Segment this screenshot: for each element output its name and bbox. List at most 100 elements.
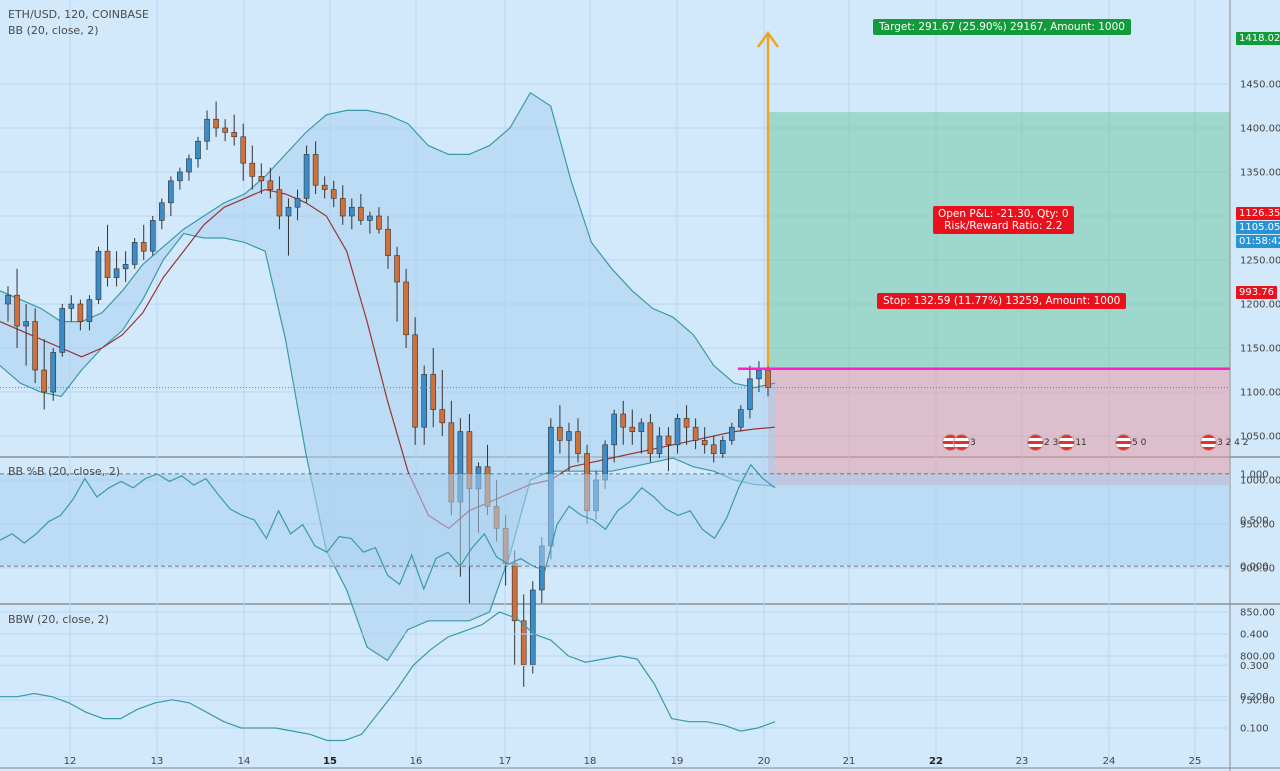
candle-body [95, 250, 102, 300]
candle-body [367, 215, 373, 221]
candle-body [620, 413, 627, 428]
economic-event-3[interactable]: 5 0 [1115, 434, 1146, 451]
candle-body [665, 435, 672, 446]
candle-body [5, 294, 11, 305]
target-arrow-head [756, 30, 780, 48]
pctb-tick-label: 0.500 [1240, 516, 1269, 527]
y-tick-label: 1100.00 [1240, 388, 1280, 399]
candle-body [222, 127, 228, 133]
candle-body [710, 444, 717, 454]
bb-basis-line [0, 188, 776, 530]
pctb-line [0, 463, 776, 591]
x-tick-label: 12 [64, 756, 77, 767]
entry-price-tag: 1126.35 [1236, 207, 1280, 220]
candle-body [439, 409, 446, 424]
y-tick-label: 750.00 [1240, 696, 1275, 707]
x-tick-label: 24 [1103, 756, 1116, 767]
bb-band-fill [0, 92, 775, 661]
candle-body [330, 189, 337, 199]
y-tick-label: 800.00 [1240, 652, 1275, 663]
y-tick-label: 1250.00 [1240, 256, 1280, 267]
candle-body [321, 184, 328, 190]
economic-event-4[interactable]: 3 2 4 2 [1200, 434, 1249, 451]
candle-body [747, 378, 753, 410]
x-tick-label: 18 [584, 756, 597, 767]
x-tick-label: 23 [1016, 756, 1029, 767]
candle-body [14, 294, 20, 327]
bb-indicator-title[interactable]: BB (20, close, 2) [8, 24, 99, 37]
y-tick-label: 1200.00 [1240, 300, 1280, 311]
candle-body [511, 563, 518, 622]
candle-body [529, 589, 536, 666]
candle-body [430, 374, 437, 410]
bbw-tick-label: 0.400 [1240, 630, 1269, 641]
pctb-tick-label: 1.000 [1240, 470, 1269, 481]
candle-body [41, 369, 47, 393]
bbw-tick-label: 0.200 [1240, 692, 1269, 703]
bbw-indicator-title[interactable]: BBW (20, close, 2) [8, 613, 109, 626]
candle-body [195, 140, 201, 160]
candle-body [168, 180, 174, 204]
pane-background [0, 605, 1280, 768]
candle-body [59, 308, 66, 353]
candle-body [186, 158, 192, 173]
candle-body [32, 321, 38, 371]
pctb-indicator-title[interactable]: BB %B (20, close, 2) [8, 465, 120, 478]
bbw-tick-label: 0.300 [1240, 661, 1269, 672]
candle-body [557, 426, 563, 441]
candle-body [249, 162, 256, 177]
candle-body [177, 171, 183, 182]
pctb-band-fill [0, 474, 1230, 566]
candle-body [159, 202, 165, 221]
y-tick-label: 1150.00 [1240, 344, 1280, 355]
pnl-label: Open P&L: -21.30, Qty: 0 [938, 208, 1069, 220]
candle-body [394, 255, 400, 283]
x-tick-label: 15 [323, 756, 337, 767]
x-tick-label: 13 [151, 756, 164, 767]
y-tick-label: 1450.00 [1240, 80, 1280, 91]
y-tick-label: 950.00 [1240, 520, 1275, 531]
candle-body [611, 413, 617, 446]
candle-body [231, 132, 237, 138]
candle-body [140, 242, 147, 252]
candle-body [113, 268, 120, 278]
candle-body [520, 620, 527, 666]
us-flag-icon [1027, 434, 1044, 451]
candle-body [285, 206, 292, 217]
countdown-tag: 01:58:42 [1236, 235, 1280, 248]
candle-body [719, 440, 726, 454]
x-tick-label: 17 [499, 756, 512, 767]
economic-event-2[interactable]: 2 3 11 [1027, 434, 1087, 451]
us-flag-icon [1115, 434, 1132, 451]
target-price-tag: 1418.02 [1236, 32, 1280, 45]
candle-body [349, 206, 355, 217]
candle-body [68, 303, 75, 309]
us-flag-icon [953, 434, 970, 451]
candle-body [683, 418, 690, 428]
candle-body [674, 418, 681, 446]
candle-body [629, 426, 636, 432]
bbw-tick-label: 0.100 [1240, 724, 1269, 735]
candle-body [213, 118, 219, 129]
candle-body [149, 220, 156, 252]
stop-price-tag: 993.76 [1236, 286, 1277, 299]
pctb-tick-label: 0.000 [1240, 562, 1269, 573]
candle-body [738, 409, 744, 428]
x-tick-label: 20 [758, 756, 771, 767]
main-pane-title: ETH/USD, 120, COINBASE [8, 8, 149, 21]
candle-body [303, 154, 310, 199]
candle-body [647, 422, 654, 454]
x-tick-label: 22 [929, 756, 943, 767]
x-tick-label: 25 [1189, 756, 1202, 767]
economic-event-1[interactable]: 3 [942, 434, 976, 451]
candle-body [104, 250, 111, 278]
us-flag-icon [1058, 434, 1076, 451]
candle-body [701, 440, 708, 446]
candle-body [86, 299, 93, 322]
candle-body [77, 303, 84, 322]
candle-body [50, 352, 57, 393]
pnl-box: Open P&L: -21.30, Qty: 0 Risk/Reward Rat… [933, 206, 1074, 234]
candle-body [765, 369, 771, 388]
